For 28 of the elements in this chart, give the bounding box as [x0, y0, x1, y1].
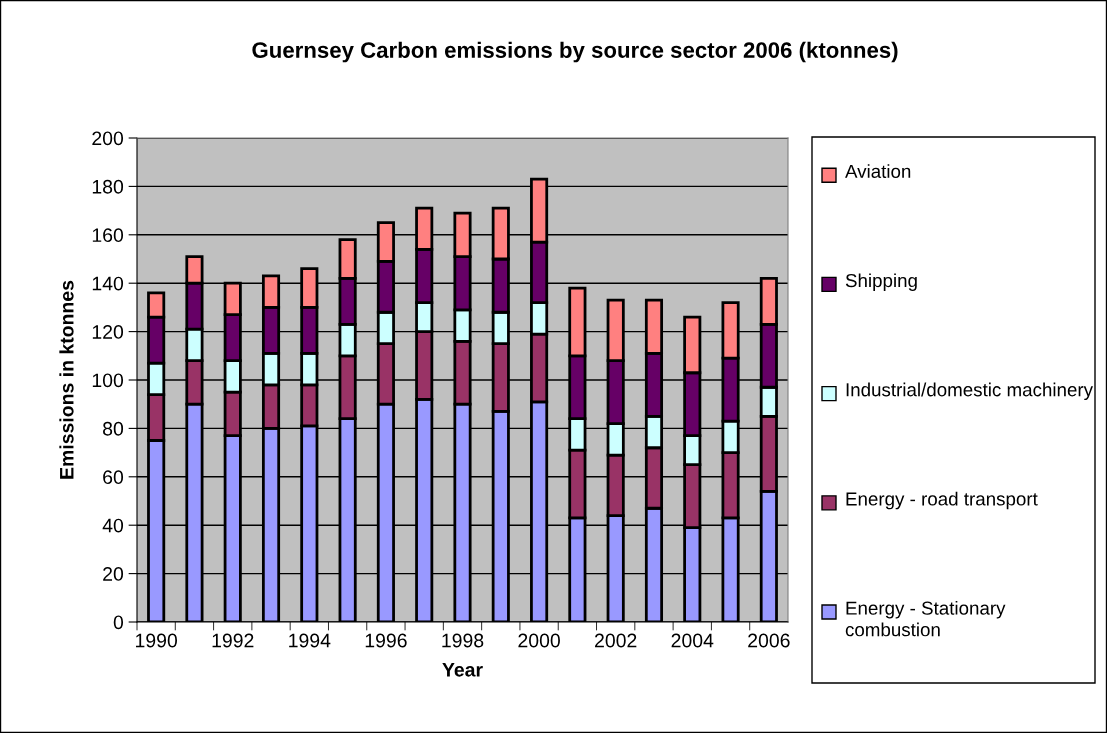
x-tick-label: 1998 — [442, 633, 484, 648]
y-tick-label: 60 — [103, 470, 124, 485]
chart-title: Guernsey Carbon emissions by source sector 2006 (ktonnes) — [252, 41, 898, 63]
x-tick-label: 1996 — [365, 633, 407, 648]
y-tick-label: 120 — [92, 325, 124, 339]
y-tick-label: 80 — [103, 421, 124, 436]
y-tick-label: 0 — [113, 615, 124, 630]
x-tick-label: 1994 — [289, 633, 331, 648]
y-tick-label: 40 — [102, 518, 124, 533]
x-axis-title: Year — [442, 663, 483, 677]
legend-label: Shipping — [845, 273, 917, 291]
x-tick-label: 1992 — [212, 633, 254, 648]
y-tick-label: 20 — [103, 567, 124, 581]
legend-label: Industrial/domestic machinery — [846, 382, 1093, 401]
x-tick-label: 2000 — [518, 633, 560, 648]
y-axis-title: Emissions in ktonnes — [59, 280, 74, 479]
y-tick-label: 100 — [92, 373, 124, 388]
legend-label: Aviation — [845, 164, 911, 178]
legend-label: Energy - road transport — [846, 491, 1038, 510]
legend-label: Energy - Stationary combustion — [845, 601, 1006, 637]
x-tick-label: 2002 — [595, 633, 637, 648]
x-tick-label: 2006 — [748, 633, 790, 648]
y-tick-label: 200 — [92, 131, 124, 146]
y-tick-label: 160 — [92, 228, 124, 243]
y-tick-label: 140 — [92, 276, 124, 291]
y-tick-label: 180 — [92, 179, 124, 194]
x-tick-label: 1990 — [136, 633, 178, 648]
x-tick-label: 2004 — [671, 633, 714, 648]
